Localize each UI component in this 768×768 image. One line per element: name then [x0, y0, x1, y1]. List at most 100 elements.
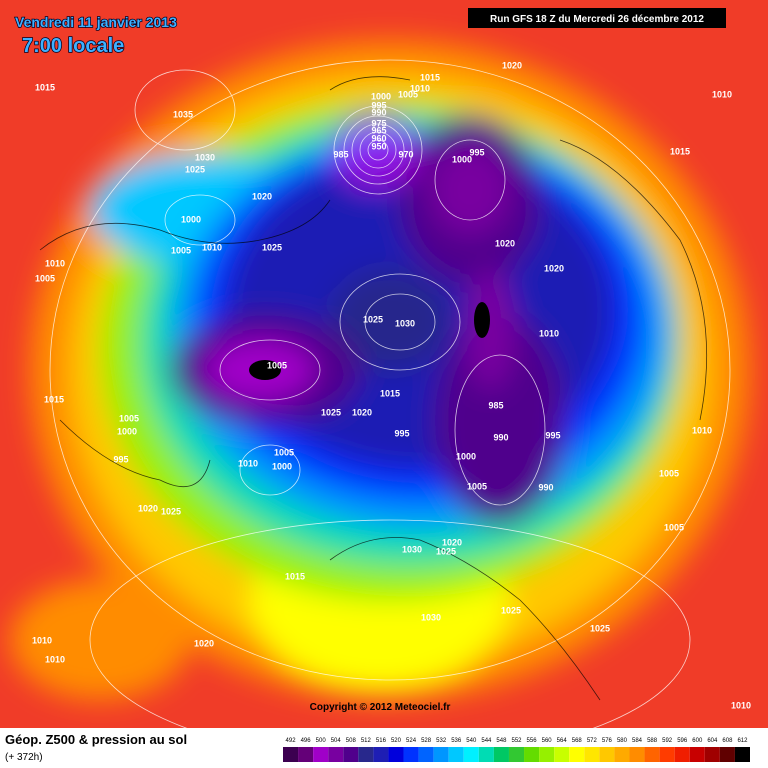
scale-swatch — [418, 747, 434, 762]
scale-label: 508 — [346, 738, 357, 744]
scale-swatch — [388, 747, 404, 762]
scale-label: 528 — [421, 738, 432, 744]
scale-swatch — [478, 747, 494, 762]
isobar-label: 1000 — [117, 426, 137, 436]
isobar-label: 1010 — [32, 635, 52, 645]
scale-label: 592 — [662, 738, 673, 744]
scale-swatch — [358, 747, 374, 762]
scale-label: 560 — [542, 738, 553, 744]
isobar-label: 1005 — [267, 360, 287, 370]
scale-label: 504 — [331, 738, 342, 744]
isobar-label: 975 — [371, 118, 386, 128]
isobar-label: 1025 — [262, 242, 282, 252]
scale-swatch — [524, 747, 540, 762]
scale-label: 524 — [406, 738, 417, 744]
scale-swatch — [584, 747, 600, 762]
scale-swatch — [283, 747, 299, 762]
scale-label: 572 — [587, 738, 598, 744]
isobar-label: 995 — [394, 428, 409, 438]
scale-label: 496 — [301, 738, 312, 744]
scale-swatch — [734, 747, 750, 762]
isobar-label: 1015 — [35, 82, 55, 92]
isobar-label: 1015 — [380, 388, 400, 398]
isobar-label: 1010 — [712, 89, 732, 99]
scale-label: 544 — [481, 738, 492, 744]
isobar-label: 995 — [545, 430, 560, 440]
scale-label: 604 — [707, 738, 718, 744]
isobar-label: 985 — [333, 149, 348, 159]
isobar-label: 1005 — [659, 468, 679, 478]
scale-swatch — [704, 747, 720, 762]
run-info: Run GFS 18 Z du Mercredi 26 décembre 201… — [490, 14, 704, 25]
isobar-label: 1025 — [590, 623, 610, 633]
scale-label: 596 — [677, 738, 688, 744]
isobar-label: 950 — [371, 141, 386, 151]
isobar-label: 990 — [371, 107, 386, 117]
isobar-label: 1015 — [670, 146, 690, 156]
scale-swatch — [629, 747, 645, 762]
scale-label: 548 — [496, 738, 507, 744]
isobar-label: 1020 — [138, 503, 158, 513]
scale-label: 552 — [511, 738, 522, 744]
scale-label: 612 — [737, 738, 748, 744]
scale-label: 576 — [602, 738, 613, 744]
scale-swatch — [343, 747, 359, 762]
isobar-label: 1035 — [173, 109, 193, 119]
isobar-label: 1020 — [502, 60, 522, 70]
isobar-label: 1010 — [238, 458, 258, 468]
footer-title: Géop. Z500 & pression au sol — [5, 732, 187, 747]
date: Vendredi 11 janvier 2013 — [15, 14, 177, 30]
isobar-label: 1020 — [252, 191, 272, 201]
isobar-label: 1000 — [456, 451, 476, 461]
scale-swatch — [689, 747, 705, 762]
isobar-label: 1025 — [436, 546, 456, 556]
scale-swatch — [508, 747, 525, 762]
isobar-label: 1010 — [45, 654, 65, 664]
scale-label: 520 — [391, 738, 402, 744]
scale-swatch — [403, 747, 419, 762]
scale-swatch — [298, 747, 314, 762]
isobar-label: 1010 — [692, 425, 712, 435]
isobar-label: 1025 — [363, 314, 383, 324]
scale-swatch — [569, 747, 585, 762]
scale-label: 492 — [286, 738, 297, 744]
isobar-label: 1010 — [731, 700, 751, 710]
isobar-label: 995 — [371, 100, 386, 110]
isobar-label: 1000 — [181, 214, 201, 224]
isobar-label: 1000 — [452, 154, 472, 164]
scale-swatch — [463, 747, 479, 762]
scale-swatch — [599, 747, 615, 762]
isobar-label: 985 — [488, 400, 503, 410]
forecast-lead: (+ 372h) — [5, 752, 43, 763]
scale-label: 600 — [692, 738, 703, 744]
scale-swatch — [614, 747, 630, 762]
isobar-label: 1005 — [119, 413, 139, 423]
isobar-label: 960 — [371, 133, 386, 143]
scale-swatch — [313, 747, 329, 762]
isobar-label: 1005 — [467, 481, 487, 491]
isobar-label: 1020 — [442, 537, 462, 547]
scale-label: 556 — [527, 738, 538, 744]
isobar-label: 970 — [398, 149, 413, 159]
isobar-label: 1005 — [171, 245, 191, 255]
isobar-label: 1030 — [395, 318, 415, 328]
isobar-label: 995 — [113, 454, 128, 464]
isobar-label: 1020 — [544, 263, 564, 273]
isobar-label: 1020 — [194, 638, 214, 648]
isobar-label: 1025 — [185, 164, 205, 174]
isobar-label: 1000 — [371, 91, 391, 101]
isobar-label: 1005 — [664, 522, 684, 532]
isobar-label: 1025 — [501, 605, 521, 615]
isobar-label: 1015 — [420, 72, 440, 82]
isobar-label: 1005 — [274, 447, 294, 457]
run-box — [468, 8, 726, 28]
scale-swatch — [659, 747, 675, 762]
scale-swatch — [674, 747, 690, 762]
scale-label: 608 — [722, 738, 733, 744]
isobar-label: 1015 — [285, 571, 305, 581]
scale-label: 512 — [361, 738, 372, 744]
isobar-label: 1030 — [421, 612, 441, 622]
isobar-label: 1010 — [202, 242, 222, 252]
